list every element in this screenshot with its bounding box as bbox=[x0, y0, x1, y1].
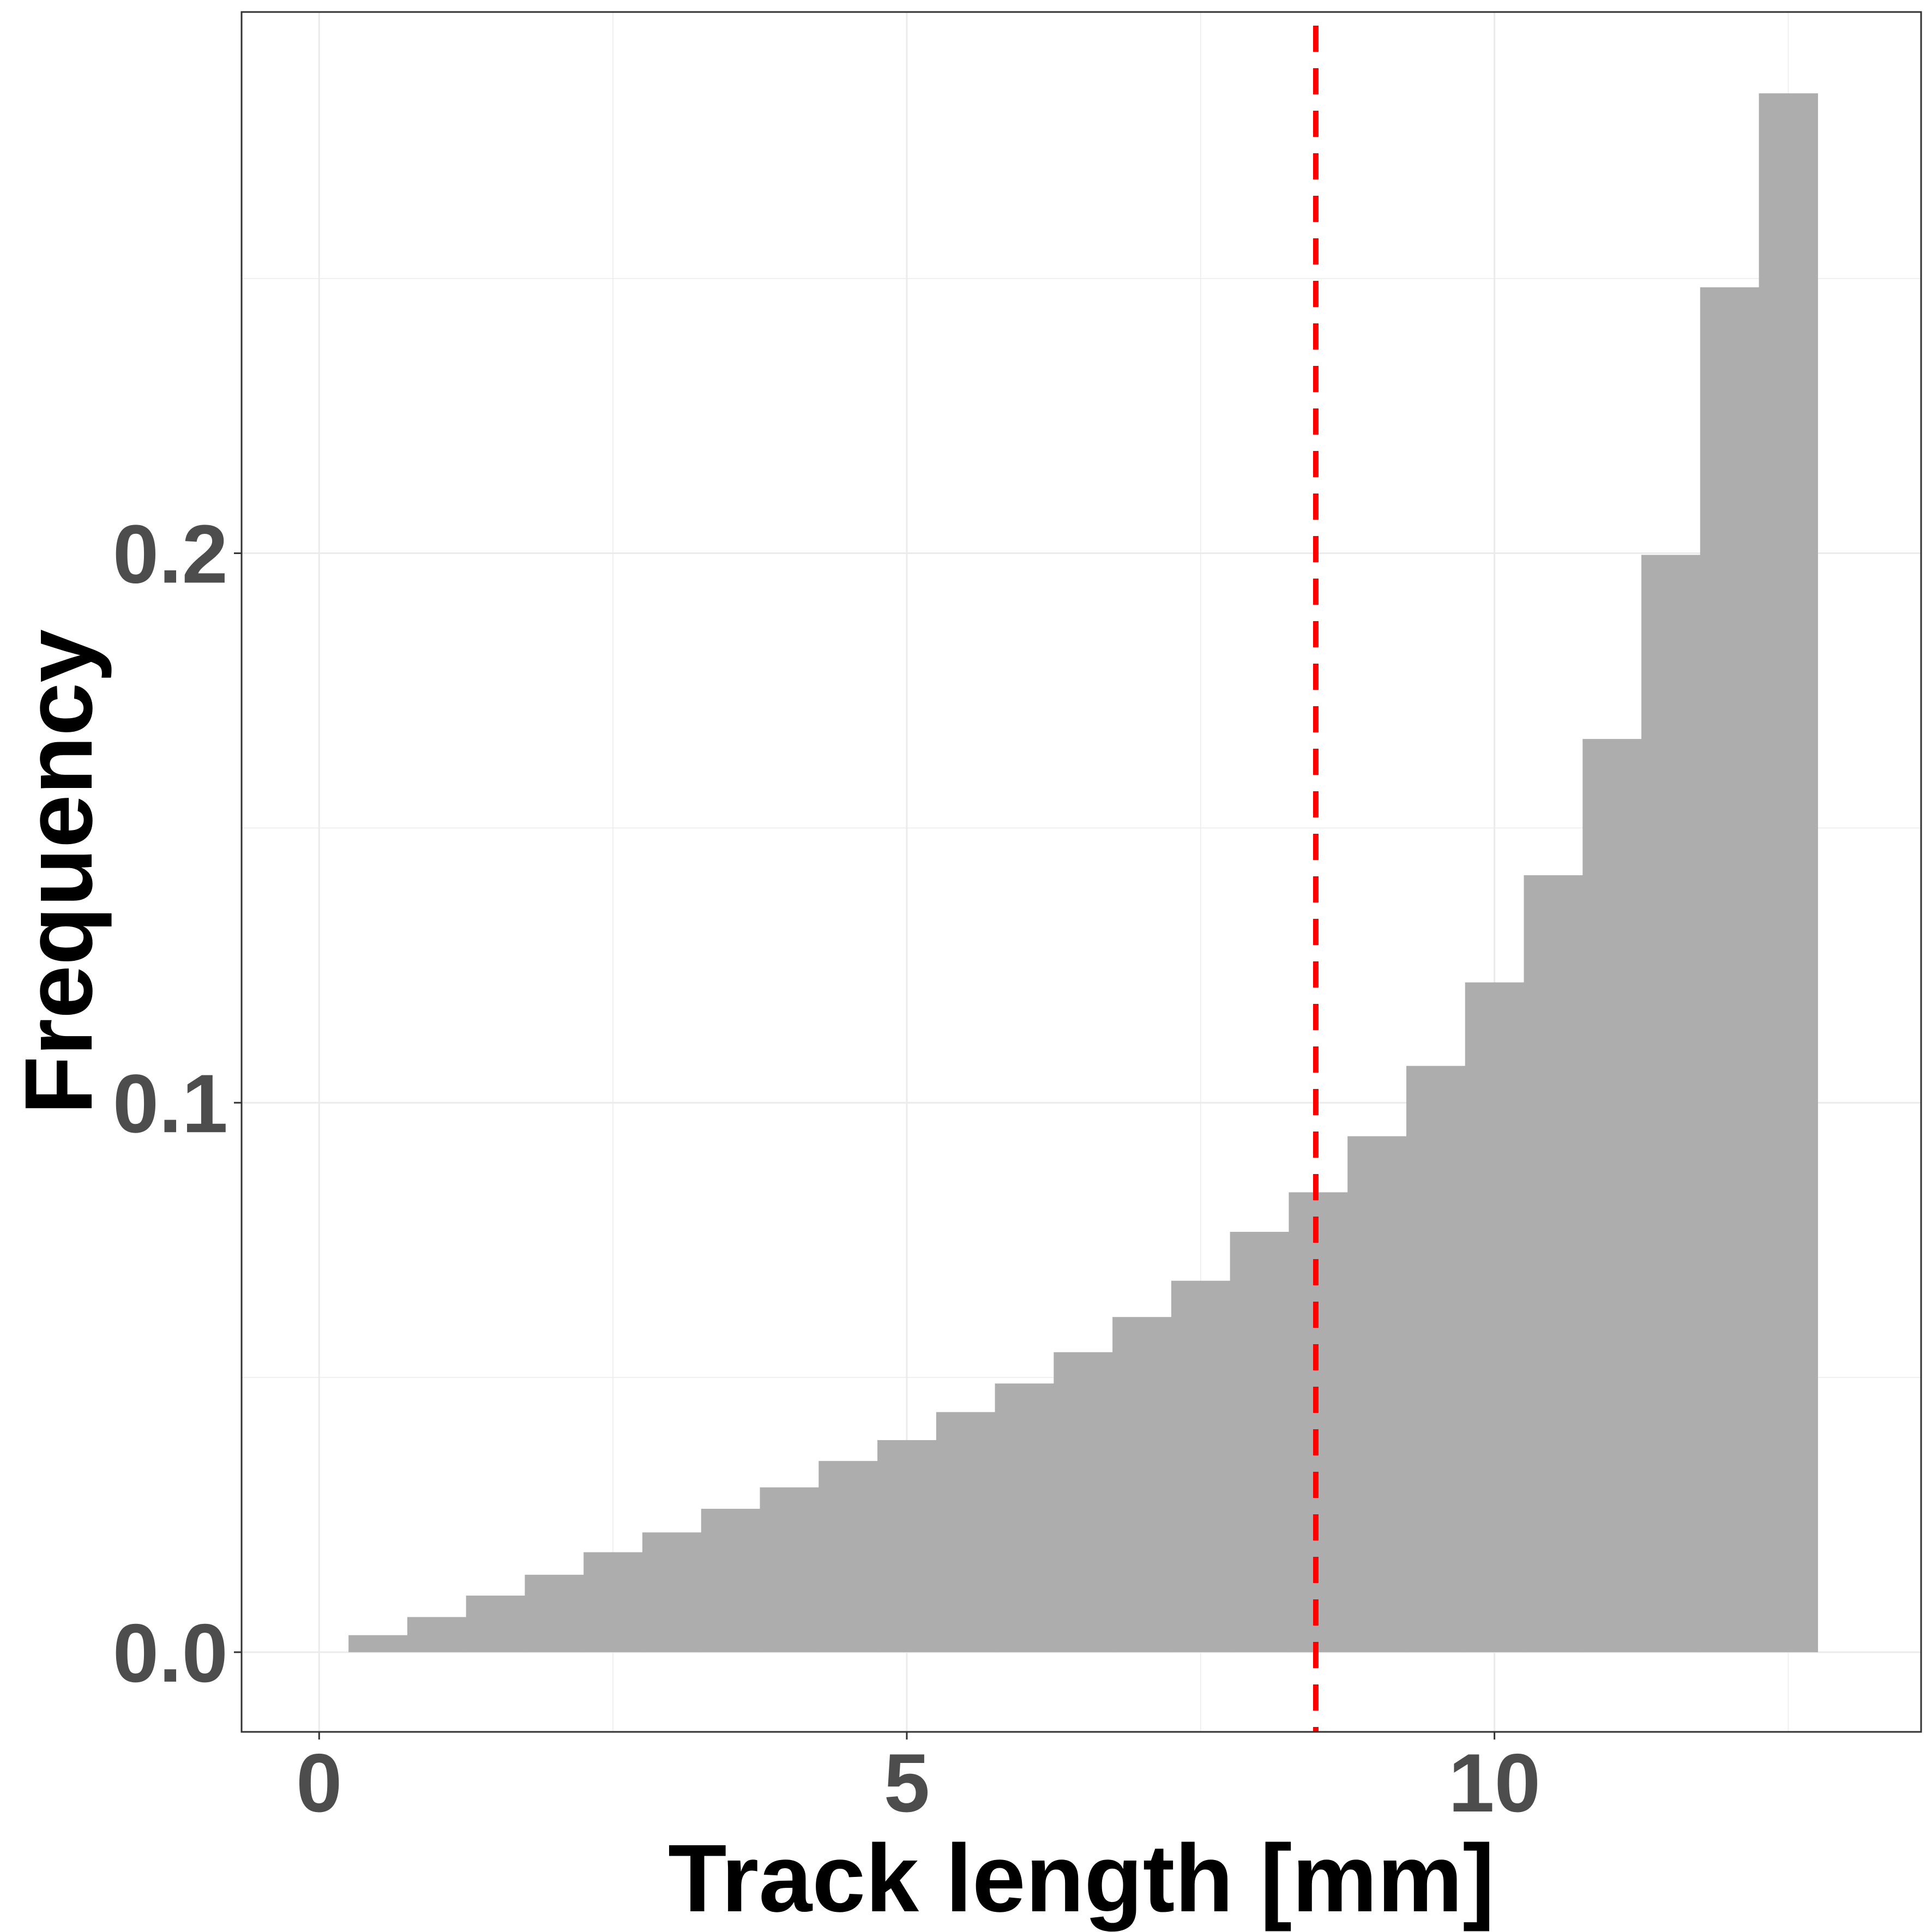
histogram-bar bbox=[1406, 1066, 1466, 1652]
histogram-bar bbox=[642, 1532, 702, 1652]
histogram-bar bbox=[407, 1617, 467, 1652]
histogram-bar bbox=[818, 1461, 878, 1652]
histogram-bar bbox=[1582, 739, 1642, 1652]
histogram-bar bbox=[760, 1487, 819, 1652]
axis-ticks: 0 5 10 0.0 0.1 0.2 bbox=[113, 508, 1540, 1829]
y-axis-title: Frequency bbox=[5, 629, 112, 1115]
histogram-bar bbox=[583, 1552, 643, 1652]
histogram-bar bbox=[1700, 287, 1760, 1652]
histogram-bar bbox=[995, 1383, 1054, 1652]
histogram-bar bbox=[1524, 875, 1583, 1652]
panel-border bbox=[240, 11, 1922, 1733]
y-tick-label: 0.2 bbox=[113, 508, 228, 601]
x-tick-label: 0 bbox=[296, 1737, 342, 1829]
x-axis-title: Track length [mm] bbox=[668, 1825, 1495, 1932]
histogram-bar bbox=[1112, 1317, 1172, 1652]
x-tick-label: 5 bbox=[884, 1737, 930, 1829]
histogram-bar bbox=[701, 1508, 761, 1652]
histogram-bar bbox=[1171, 1280, 1231, 1652]
histogram-bar bbox=[1054, 1352, 1113, 1652]
y-tick-label: 0.1 bbox=[113, 1057, 228, 1150]
histogram-bar bbox=[348, 1635, 408, 1652]
histogram-bar bbox=[466, 1596, 526, 1652]
histogram-bar bbox=[1347, 1136, 1407, 1652]
histogram-bar bbox=[1465, 982, 1525, 1652]
histogram-bar bbox=[936, 1412, 996, 1652]
histogram-bar bbox=[1759, 93, 1818, 1652]
y-tick-label: 0.0 bbox=[113, 1607, 228, 1700]
histogram-bars bbox=[348, 93, 1818, 1652]
x-tick-label: 10 bbox=[1448, 1737, 1540, 1829]
histogram-bar bbox=[1641, 555, 1701, 1652]
histogram-bar bbox=[1230, 1232, 1290, 1652]
histogram-bar bbox=[525, 1574, 584, 1652]
histogram-bar bbox=[877, 1440, 937, 1652]
